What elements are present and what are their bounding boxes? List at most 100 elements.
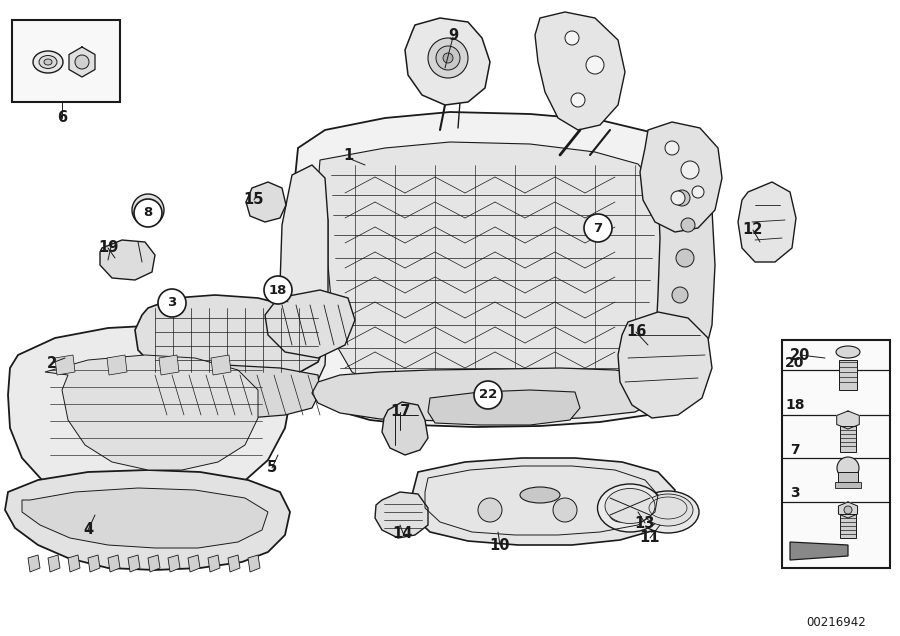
Polygon shape (211, 355, 231, 375)
Polygon shape (618, 312, 712, 418)
Text: 20: 20 (786, 356, 805, 370)
Ellipse shape (598, 484, 662, 532)
Polygon shape (88, 555, 100, 572)
Text: 19: 19 (98, 240, 118, 256)
Text: 7: 7 (790, 443, 800, 457)
Circle shape (671, 325, 685, 339)
Polygon shape (428, 390, 580, 425)
Text: 6: 6 (57, 111, 68, 125)
Polygon shape (535, 12, 625, 130)
Polygon shape (655, 168, 715, 398)
Polygon shape (8, 325, 292, 508)
Circle shape (158, 289, 186, 317)
Polygon shape (28, 555, 40, 572)
Text: 00216942: 00216942 (806, 616, 866, 628)
Ellipse shape (44, 59, 52, 65)
Circle shape (474, 381, 502, 409)
Text: 11: 11 (640, 530, 661, 546)
Polygon shape (208, 555, 220, 572)
Circle shape (132, 194, 164, 226)
Polygon shape (405, 18, 490, 105)
Text: 5: 5 (267, 460, 277, 476)
Polygon shape (159, 355, 179, 375)
Circle shape (428, 38, 468, 78)
Ellipse shape (33, 51, 63, 73)
Bar (12, 20, 120, 102)
Bar (840, 514, 856, 538)
Circle shape (674, 190, 690, 206)
Text: 22: 22 (479, 389, 497, 401)
Polygon shape (312, 368, 660, 421)
Polygon shape (108, 555, 120, 572)
Polygon shape (100, 240, 155, 280)
Polygon shape (738, 182, 796, 262)
Circle shape (571, 93, 585, 107)
Polygon shape (382, 402, 428, 455)
Text: 20: 20 (790, 347, 810, 363)
Polygon shape (837, 411, 859, 429)
Polygon shape (228, 555, 240, 572)
Polygon shape (280, 165, 328, 393)
Text: 3: 3 (167, 296, 176, 310)
Polygon shape (640, 122, 722, 232)
Circle shape (139, 201, 157, 219)
Text: 4: 4 (83, 523, 93, 537)
Polygon shape (790, 542, 848, 560)
Circle shape (436, 46, 460, 70)
Polygon shape (128, 555, 140, 572)
Circle shape (681, 218, 695, 232)
Circle shape (608, 498, 632, 522)
Text: 2: 2 (47, 356, 57, 371)
Polygon shape (68, 555, 80, 572)
Text: 1: 1 (343, 148, 353, 163)
Circle shape (667, 354, 683, 370)
Polygon shape (318, 142, 665, 394)
Ellipse shape (520, 487, 560, 503)
Bar (838, 472, 858, 482)
Circle shape (264, 276, 292, 304)
Bar (840, 426, 856, 452)
Circle shape (665, 141, 679, 155)
Circle shape (844, 506, 852, 514)
Polygon shape (135, 295, 325, 380)
Polygon shape (5, 470, 290, 570)
Polygon shape (22, 488, 268, 548)
Polygon shape (290, 112, 712, 427)
Polygon shape (148, 555, 160, 572)
Text: 7: 7 (593, 221, 603, 235)
Text: 18: 18 (269, 284, 287, 296)
Bar (835, 482, 861, 488)
Polygon shape (168, 555, 180, 572)
Circle shape (676, 249, 694, 267)
Text: 16: 16 (626, 324, 646, 340)
Text: 3: 3 (790, 486, 800, 500)
Polygon shape (145, 365, 320, 418)
Polygon shape (45, 355, 258, 470)
Circle shape (443, 53, 453, 63)
Ellipse shape (39, 55, 57, 69)
Polygon shape (265, 290, 355, 358)
Polygon shape (412, 458, 675, 545)
Polygon shape (107, 355, 127, 375)
Polygon shape (839, 502, 858, 518)
Text: 9: 9 (448, 27, 458, 43)
Circle shape (134, 199, 162, 227)
Bar (839, 360, 857, 390)
Ellipse shape (637, 491, 699, 533)
Ellipse shape (605, 488, 655, 523)
Text: 14: 14 (392, 525, 413, 541)
Polygon shape (375, 492, 428, 538)
Circle shape (565, 31, 579, 45)
Polygon shape (69, 47, 95, 77)
Circle shape (584, 214, 612, 242)
Circle shape (586, 56, 604, 74)
Text: 18: 18 (785, 398, 805, 412)
Circle shape (671, 191, 685, 205)
Circle shape (692, 186, 704, 198)
Circle shape (75, 55, 89, 69)
Ellipse shape (643, 494, 693, 526)
Ellipse shape (836, 346, 860, 358)
Text: 17: 17 (390, 404, 410, 420)
Polygon shape (248, 555, 260, 572)
Text: 8: 8 (143, 207, 153, 219)
